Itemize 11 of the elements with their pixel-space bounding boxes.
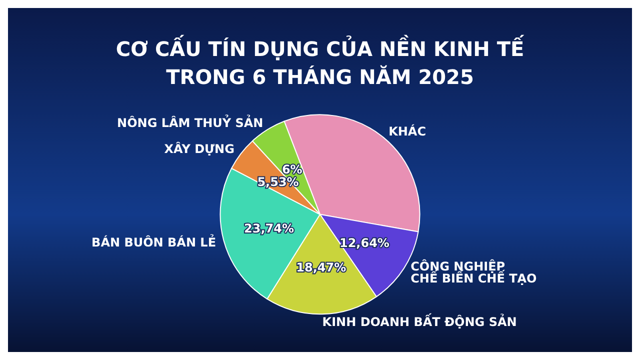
slice-label: KINH DOANH BẤT ĐỘNG SẢN — [322, 313, 517, 330]
slice-label: NÔNG LÂM THUỶ SẢN — [117, 114, 264, 130]
slice-label: CÔNG NGHIỆP CHẾ BIẾN CHẾ TẠO — [410, 258, 537, 286]
data-label: 18,47% — [296, 260, 346, 274]
data-label: 12,64% — [339, 236, 390, 250]
data-label: 6% — [282, 162, 302, 176]
slice-label: KHÁC — [388, 123, 426, 138]
slice-label: BÁN BUÔN BÁN LẺ — [92, 234, 216, 250]
chart-title: CƠ CẤU TÍN DỤNG CỦA NỀN KINH TẾ TRONG 6 THÁNG NĂM 2025 — [116, 34, 525, 89]
slice-label: XÂY DỰNG — [164, 140, 234, 156]
data-label: 23,74% — [244, 221, 294, 236]
